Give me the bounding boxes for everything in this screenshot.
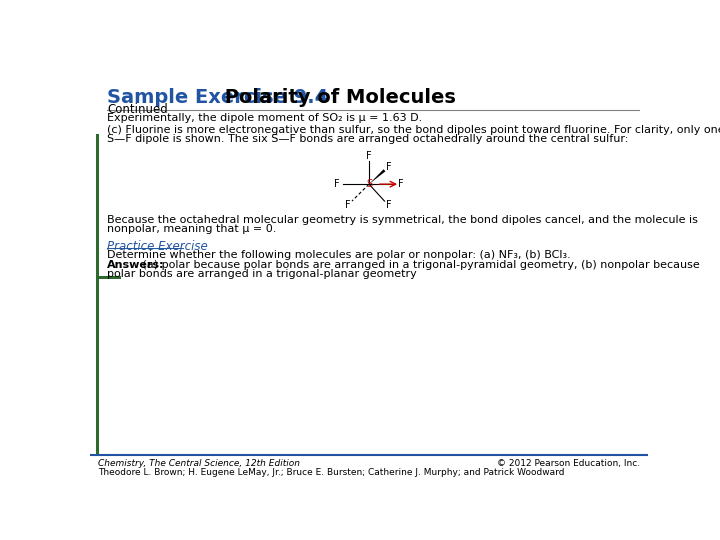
Text: F: F [346,200,351,210]
Text: Polarity of Molecules: Polarity of Molecules [218,88,456,107]
Text: Theodore L. Brown; H. Eugene LeMay, Jr.; Bruce E. Bursten; Catherine J. Murphy; : Theodore L. Brown; H. Eugene LeMay, Jr.;… [98,468,564,476]
Text: S: S [366,179,372,189]
Text: Answers:: Answers: [107,260,165,269]
Text: F: F [398,179,404,189]
Text: polar bonds are arranged in a trigonal-planar geometry: polar bonds are arranged in a trigonal-p… [107,269,417,279]
Text: © 2012 Pearson Education, Inc.: © 2012 Pearson Education, Inc. [497,459,640,468]
Bar [96,134,99,456]
Text: S—F dipole is shown. The six S—F bonds are arranged octahedrally around the cent: S—F dipole is shown. The six S—F bonds a… [107,134,629,144]
Text: nonpolar, meaning that μ = 0.: nonpolar, meaning that μ = 0. [107,224,276,234]
Text: Continued: Continued [107,103,168,116]
Text: F: F [334,179,340,189]
Text: Experimentally, the dipole moment of SO₂ is μ = 1.63 D.: Experimentally, the dipole moment of SO₂… [107,113,423,123]
Text: Sample Exercise 9.4: Sample Exercise 9.4 [107,88,328,107]
Text: F: F [387,162,392,172]
Text: F: F [366,151,372,161]
Text: (c) Fluorine is more electronegative than sulfur, so the bond dipoles point towa: (c) Fluorine is more electronegative tha… [107,125,720,135]
Bar [96,276,121,279]
Text: Determine whether the following molecules are polar or nonpolar: (a) NF₃, (b) BC: Determine whether the following molecule… [107,251,571,260]
Text: F: F [387,200,392,210]
Text: (a) polar because polar bonds are arranged in a trigonal-pyramidal geometry, (b): (a) polar because polar bonds are arrang… [139,260,700,269]
Polygon shape [369,169,385,184]
Text: Chemistry, The Central Science, 12th Edition: Chemistry, The Central Science, 12th Edi… [98,459,300,468]
Text: Because the octahedral molecular geometry is symmetrical, the bond dipoles cance: Because the octahedral molecular geometr… [107,215,698,225]
Text: Practice Exercise: Practice Exercise [107,240,208,253]
